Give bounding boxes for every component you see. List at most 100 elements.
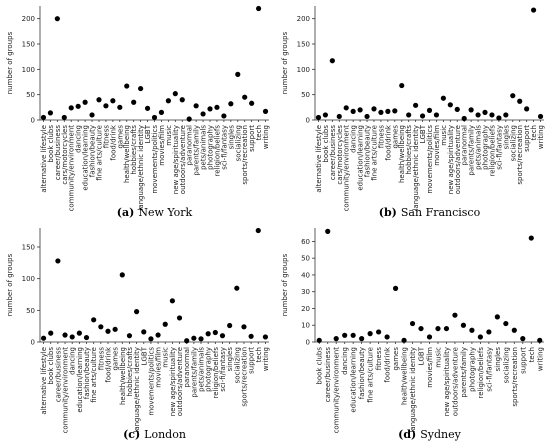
dot <box>357 107 363 113</box>
dot <box>537 337 543 343</box>
x-tick-label: health/wellbeing <box>119 347 127 405</box>
dot <box>511 327 517 333</box>
x-tick-label: new age/spirituality <box>169 347 177 416</box>
dot <box>249 100 255 106</box>
dot <box>96 97 102 103</box>
dot <box>392 285 399 291</box>
dot <box>184 338 190 344</box>
x-tick-label: sci-fi/fantasy <box>485 347 493 392</box>
x-tick-label: games <box>391 125 399 149</box>
x-tick-label: paranormal <box>183 347 191 387</box>
y-axis-label: number of groups <box>6 253 14 316</box>
x-tick-label: community/environment <box>62 347 70 434</box>
y-tick-label: 0 <box>306 117 310 125</box>
dot <box>350 108 356 114</box>
dot <box>262 334 269 340</box>
dot <box>82 99 88 105</box>
panel: 0 50 100 150 200 number of groups alternative … <box>6 5 270 219</box>
x-tick-label: fine arts/culture <box>367 347 375 403</box>
dot <box>475 112 481 118</box>
dot <box>406 112 412 118</box>
dot <box>419 113 426 119</box>
x-tick-label: fitness <box>102 125 110 149</box>
dot <box>144 105 151 111</box>
x-tick-label: singles <box>227 125 235 150</box>
x-tick-label: career/business <box>324 347 332 403</box>
dot <box>322 112 329 118</box>
x-tick-label: outdoors/adventure <box>451 347 459 416</box>
dot <box>151 114 158 121</box>
dot <box>124 83 130 89</box>
y-tick-label: 100 <box>297 66 310 74</box>
y-tick-label: 60 <box>301 238 310 246</box>
dot <box>454 106 460 112</box>
caption-label: (c) <box>123 428 140 441</box>
x-tick-label: support <box>248 347 256 374</box>
x-tick-label: hobbies/crafts <box>126 347 134 397</box>
x-tick-label: health/wellbeing <box>401 347 409 405</box>
x-tick-label: book clubs <box>47 125 55 163</box>
x-tick-label: pets/animals <box>475 125 483 170</box>
dot <box>460 322 467 328</box>
y-tick-label: 0 <box>31 339 35 347</box>
y-tick-label: 150 <box>297 41 310 49</box>
dot <box>477 334 483 340</box>
x-tick-label: language/ethnic identity <box>409 347 417 433</box>
x-tick-label: fashion/beauty <box>358 347 366 399</box>
dot <box>165 98 171 104</box>
dot <box>110 98 116 104</box>
x-tick-label: parents/family <box>190 347 198 398</box>
x-tick-label: alternative lifestyle <box>40 347 48 415</box>
dot <box>76 330 82 336</box>
dot <box>371 106 377 112</box>
x-tick-label: games <box>116 125 124 149</box>
caption-text: Sydney <box>420 428 461 441</box>
caption: (b) San Francisco <box>379 206 481 219</box>
caption: (c) London <box>123 428 186 441</box>
dot <box>89 112 95 118</box>
panel: 0 50 100 150 number of groups alternative lif… <box>6 227 270 441</box>
dot <box>176 315 183 321</box>
dot <box>103 103 109 109</box>
x-tick-label: support <box>519 347 527 374</box>
x-tick-label: community/environment <box>68 125 76 212</box>
dot <box>482 109 488 115</box>
y-tick-label: 50 <box>301 255 310 263</box>
dot <box>221 113 227 119</box>
dot <box>179 97 185 103</box>
dot <box>343 105 349 111</box>
x-tick-label: sports/recreation <box>240 347 248 407</box>
x-tick-label: community/environment <box>343 125 351 212</box>
dot <box>200 111 206 117</box>
dot <box>364 113 370 120</box>
dot <box>117 104 123 110</box>
dot <box>214 104 220 110</box>
x-tick-label: new age/spirituality <box>447 125 455 194</box>
x-tick-label: book clubs <box>47 347 55 385</box>
dot <box>443 325 450 332</box>
dot <box>469 327 475 333</box>
y-tick-label: 50 <box>301 91 310 99</box>
dot <box>342 332 348 338</box>
x-tick-label: writing <box>262 125 270 149</box>
x-tick-label: writing <box>536 347 544 371</box>
caption: (a) New York <box>117 206 193 219</box>
dot <box>329 58 335 64</box>
dot <box>227 322 233 329</box>
x-tick-label: language/ethnic identity <box>137 125 145 211</box>
dot <box>228 101 234 107</box>
x-tick-label: movies/film <box>155 347 163 388</box>
x-tick-label: LGBT <box>418 346 426 365</box>
x-tick-label: education/learning <box>76 347 84 413</box>
dot <box>186 116 192 122</box>
x-tick-label: health/wellbeing <box>123 125 131 183</box>
dot <box>489 112 495 118</box>
dot <box>413 102 419 108</box>
dot <box>91 317 97 323</box>
caption-label: (a) <box>117 206 135 219</box>
dot <box>255 5 262 12</box>
x-tick-label: movies/film <box>158 125 166 166</box>
x-tick-label: book clubs <box>316 347 324 385</box>
